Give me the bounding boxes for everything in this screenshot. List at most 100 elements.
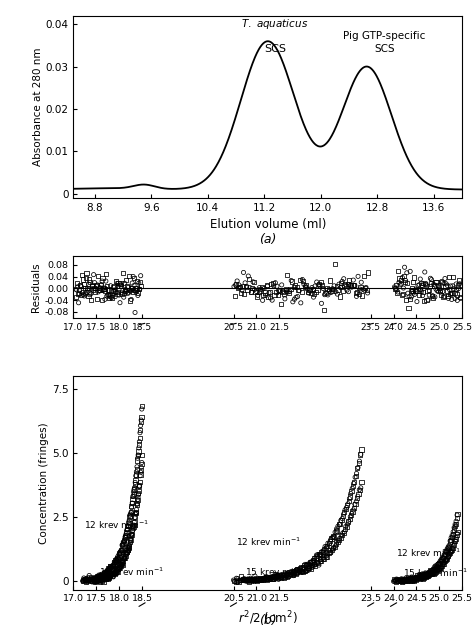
Point	[239, 281, 246, 292]
Point	[438, 277, 446, 287]
Point	[344, 500, 351, 510]
Point	[402, 576, 410, 586]
Point	[285, 571, 293, 581]
Point	[441, 557, 448, 567]
Point	[339, 510, 347, 521]
Y-axis label: Residuals: Residuals	[31, 262, 41, 312]
Point	[118, 558, 126, 568]
Point	[92, 576, 100, 586]
Point	[96, 572, 104, 582]
Point	[97, 280, 105, 290]
Point	[124, 521, 132, 531]
Point	[412, 286, 420, 296]
Point	[355, 489, 362, 499]
Point	[125, 288, 132, 298]
Point	[98, 574, 105, 585]
Point	[332, 540, 340, 550]
Point	[351, 499, 359, 509]
Point	[109, 569, 117, 579]
Point	[298, 562, 305, 573]
Point	[126, 295, 134, 306]
Point	[419, 569, 427, 579]
Point	[304, 287, 312, 297]
Point	[127, 507, 135, 517]
Point	[407, 574, 415, 585]
Point	[336, 519, 344, 529]
Point	[338, 514, 346, 524]
Point	[418, 286, 425, 296]
Point	[323, 552, 331, 562]
Point	[275, 572, 283, 582]
Point	[452, 279, 460, 289]
Point	[404, 576, 412, 586]
Point	[130, 522, 137, 532]
Point	[131, 512, 138, 522]
Point	[93, 572, 101, 582]
Point	[307, 557, 315, 567]
Point	[91, 576, 99, 586]
Point	[259, 574, 267, 585]
Point	[113, 564, 120, 574]
Point	[252, 573, 259, 583]
Point	[299, 567, 306, 578]
Point	[239, 574, 246, 585]
Point	[138, 404, 146, 414]
Point	[79, 576, 86, 586]
Point	[428, 275, 435, 285]
Point	[240, 268, 247, 278]
Text: $\it{T.\ aquaticus}$: $\it{T.\ aquaticus}$	[241, 16, 309, 30]
Point	[393, 576, 401, 586]
Point	[96, 573, 103, 583]
Point	[89, 575, 97, 585]
Point	[414, 573, 422, 583]
Point	[97, 571, 105, 581]
Point	[118, 545, 125, 555]
Point	[112, 567, 120, 577]
Point	[394, 576, 402, 586]
Point	[118, 557, 126, 567]
Point	[240, 574, 247, 584]
Point	[341, 524, 349, 534]
Point	[82, 575, 90, 585]
Point	[351, 280, 359, 290]
Point	[349, 280, 356, 290]
Point	[74, 289, 82, 299]
Point	[114, 281, 122, 292]
Point	[412, 573, 419, 583]
Point	[341, 505, 349, 515]
Point	[91, 574, 99, 585]
Point	[124, 288, 131, 298]
Point	[450, 540, 457, 550]
Point	[410, 576, 418, 586]
Point	[80, 279, 88, 289]
Point	[230, 575, 237, 585]
Point	[401, 576, 409, 586]
Point	[325, 548, 332, 558]
Point	[115, 553, 122, 564]
Point	[86, 275, 93, 285]
Point	[132, 469, 140, 479]
Point	[105, 564, 112, 574]
Point	[317, 277, 325, 287]
Text: 15 krev min$^{-1}$: 15 krev min$^{-1}$	[403, 567, 467, 579]
Point	[269, 278, 277, 288]
Point	[130, 489, 137, 499]
Point	[363, 285, 371, 295]
Point	[137, 469, 144, 479]
Point	[452, 533, 460, 543]
Point	[133, 283, 140, 294]
Point	[356, 284, 364, 294]
Point	[392, 577, 400, 587]
Point	[98, 569, 106, 579]
Point	[260, 283, 268, 294]
Point	[280, 288, 288, 299]
Point	[85, 280, 93, 290]
Point	[343, 502, 350, 512]
Point	[283, 572, 291, 582]
Point	[441, 556, 449, 566]
Point	[352, 288, 359, 299]
Point	[309, 557, 316, 567]
Point	[450, 272, 457, 282]
Point	[114, 553, 122, 564]
Point	[430, 568, 438, 578]
